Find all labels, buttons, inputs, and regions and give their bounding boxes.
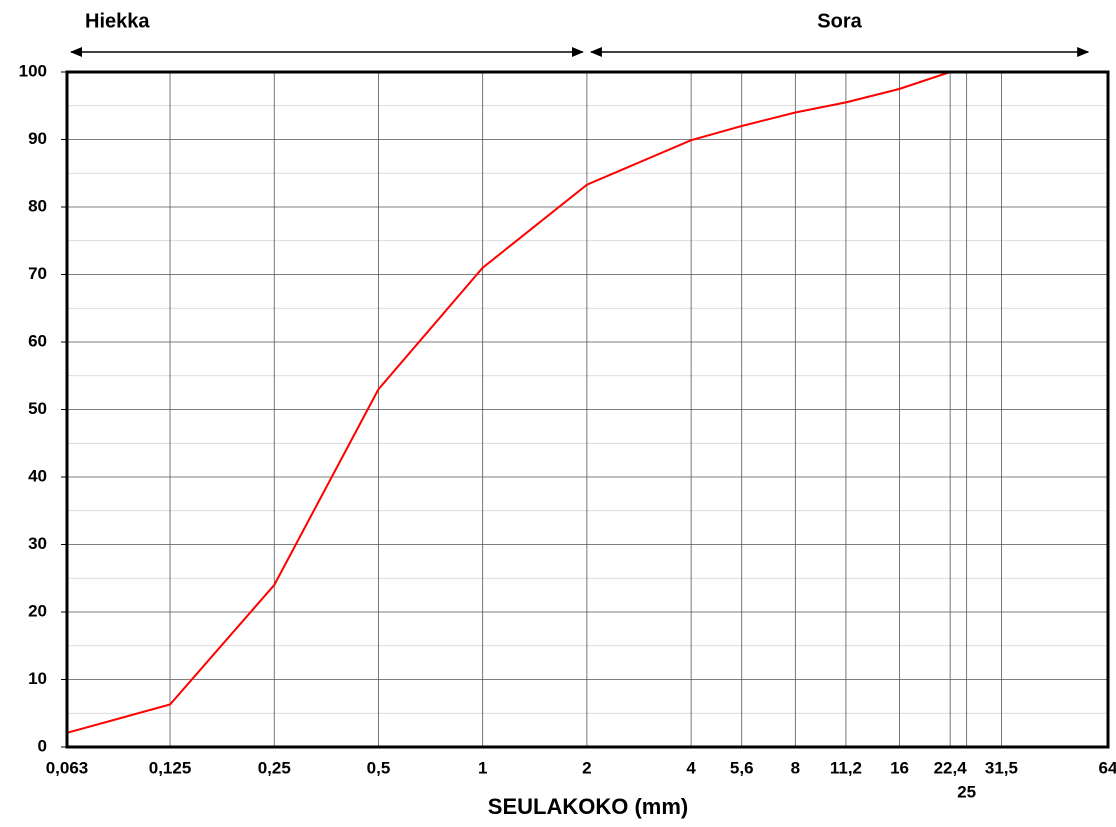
x-tick-label: 0,5 xyxy=(367,758,391,777)
y-tick-label: 100 xyxy=(19,61,47,80)
annotation: Hiekka xyxy=(85,10,150,32)
x-tick-label: 0,125 xyxy=(149,758,192,777)
y-tick-label: 0 xyxy=(38,736,47,755)
y-tick-label: 90 xyxy=(28,129,47,148)
y-tick-label: 80 xyxy=(28,196,47,215)
x-tick-label: 5,6 xyxy=(730,758,754,777)
x-tick-label: 2 xyxy=(582,758,591,777)
x-tick-label: 4 xyxy=(686,758,696,777)
y-tick-label: 30 xyxy=(28,534,47,553)
x-axis-label: SEULAKOKO (mm) xyxy=(488,794,688,819)
y-tick-label: 60 xyxy=(28,331,47,350)
annotation: Sora xyxy=(817,10,862,32)
y-tick-label: 50 xyxy=(28,399,47,418)
y-tick-label: 20 xyxy=(28,601,47,620)
x-tick-label: 64 xyxy=(1099,758,1116,777)
x-tick-label: 25 xyxy=(957,782,976,801)
x-tick-label: 11,2 xyxy=(830,758,862,777)
y-tick-label: 70 xyxy=(28,264,47,283)
x-tick-label: 22,4 xyxy=(934,758,968,777)
x-tick-label: 1 xyxy=(478,758,487,777)
y-tick-label: 40 xyxy=(28,466,47,485)
plot-frame xyxy=(65,70,1110,749)
data-line xyxy=(66,71,1002,734)
x-tick-label: 0,063 xyxy=(46,758,89,777)
x-tick-label: 8 xyxy=(791,758,800,777)
x-tick-label: 31,5 xyxy=(985,758,1018,777)
y-tick-label: 10 xyxy=(28,669,47,688)
x-tick-label: 0,25 xyxy=(258,758,291,777)
x-tick-label: 16 xyxy=(890,758,909,777)
